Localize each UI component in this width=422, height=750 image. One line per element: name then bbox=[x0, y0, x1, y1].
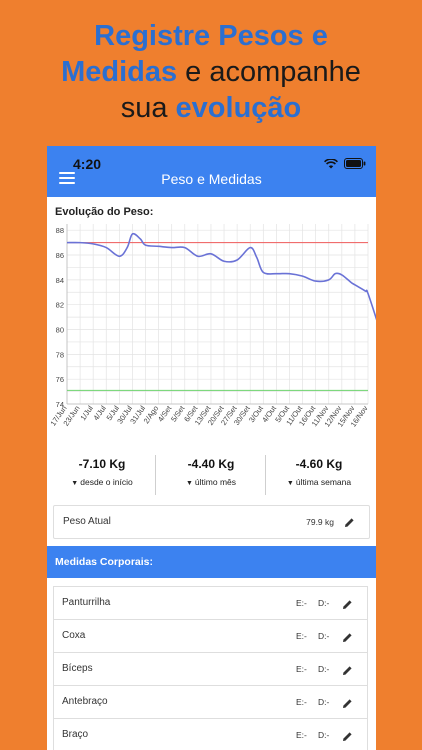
measure-left-value: E:- bbox=[296, 730, 307, 740]
measure-right-value: D:- bbox=[318, 598, 330, 608]
y-tick-label: 82 bbox=[56, 301, 64, 310]
measures-list: Panturrilha E:- D:- Coxa E:- D:- Bíceps E:- D:- A… bbox=[53, 586, 368, 750]
measures-section-title: Medidas Corporais: bbox=[55, 556, 154, 568]
stats-row: -7.10 Kg ▼ desde o início -4.40 Kg ▼ últim… bbox=[47, 451, 376, 497]
navbar: 4:20 Peso e Medidas bbox=[47, 146, 376, 197]
measure-row[interactable]: Braço E:- D:- bbox=[53, 718, 368, 750]
edit-pencil-icon[interactable] bbox=[342, 663, 353, 681]
stat-label: último mês bbox=[194, 477, 237, 487]
measure-name: Braço bbox=[62, 729, 89, 740]
measure-name: Antebraço bbox=[62, 696, 108, 707]
measure-left-value: E:- bbox=[296, 598, 307, 608]
measure-name: Bíceps bbox=[62, 663, 93, 674]
promo-line1: Registre Pesos e bbox=[94, 20, 328, 52]
x-tick-label: 1/Jul bbox=[78, 404, 95, 422]
promo-line2-rest: e acompanhe bbox=[177, 56, 361, 88]
stat-last-month: -4.40 Kg ▼ último mês bbox=[161, 451, 261, 487]
measure-left-value: E:- bbox=[296, 631, 307, 641]
edit-pencil-icon[interactable] bbox=[342, 729, 353, 747]
weight-chart: 747678808284868817/Jun23/Jun1/Jul4/Jul5/… bbox=[48, 224, 376, 429]
measure-right-value: D:- bbox=[318, 730, 330, 740]
measure-right-value: D:- bbox=[318, 631, 330, 641]
phone-screen: 4:20 Peso e Medidas Evolução do Peso: 74… bbox=[47, 146, 376, 750]
promo-line2-highlight: Medidas bbox=[61, 56, 178, 88]
edit-pencil-icon[interactable] bbox=[342, 597, 353, 615]
stat-value: -7.10 Kg bbox=[78, 457, 126, 471]
caret-down-icon: ▼ bbox=[71, 480, 79, 487]
chart-heading: Evolução do Peso: bbox=[55, 206, 154, 218]
current-weight-label: Peso Atual bbox=[63, 516, 111, 527]
stat-value: -4.40 Kg bbox=[187, 457, 235, 471]
stat-label: desde o início bbox=[80, 477, 133, 487]
battery-icon bbox=[344, 158, 366, 169]
caret-down-icon: ▼ bbox=[286, 480, 294, 487]
measure-row[interactable]: Coxa E:- D:- bbox=[53, 619, 368, 652]
weight-series-line bbox=[66, 232, 376, 321]
stat-label: última semana bbox=[295, 477, 352, 487]
divider bbox=[265, 455, 266, 495]
caret-down-icon: ▼ bbox=[185, 480, 193, 487]
status-time: 4:20 bbox=[73, 156, 102, 172]
divider bbox=[155, 455, 156, 495]
measure-left-value: E:- bbox=[296, 697, 307, 707]
stat-value: -4.60 Kg bbox=[295, 457, 343, 471]
y-tick-label: 88 bbox=[56, 226, 64, 235]
y-tick-label: 76 bbox=[56, 375, 64, 384]
navbar-title: Peso e Medidas bbox=[161, 171, 262, 187]
measure-row[interactable]: Bíceps E:- D:- bbox=[53, 652, 368, 685]
y-tick-label: 84 bbox=[56, 276, 64, 285]
measure-name: Panturrilha bbox=[62, 597, 111, 608]
measure-row[interactable]: Panturrilha E:- D:- bbox=[53, 586, 368, 619]
status-icons bbox=[324, 158, 366, 169]
edit-pencil-icon[interactable] bbox=[342, 630, 353, 648]
measure-name: Coxa bbox=[62, 630, 86, 641]
y-tick-label: 86 bbox=[56, 251, 64, 260]
wifi-icon bbox=[324, 158, 338, 169]
measure-left-value: E:- bbox=[296, 664, 307, 674]
measure-right-value: D:- bbox=[318, 697, 330, 707]
hamburger-menu-icon[interactable] bbox=[59, 172, 75, 184]
current-weight-value: 79.9 kg bbox=[306, 517, 334, 527]
edit-pencil-icon[interactable] bbox=[344, 515, 355, 533]
promo-line3-highlight: evolução bbox=[175, 92, 302, 124]
measure-row[interactable]: Antebraço E:- D:- bbox=[53, 685, 368, 718]
stat-since-start: -7.10 Kg ▼ desde o início bbox=[52, 451, 152, 487]
edit-pencil-icon[interactable] bbox=[342, 696, 353, 714]
y-tick-label: 74 bbox=[56, 400, 64, 409]
stat-last-week: -4.60 Kg ▼ última semana bbox=[269, 451, 369, 487]
y-tick-label: 78 bbox=[56, 350, 64, 359]
current-weight-card[interactable]: Peso Atual 79.9 kg bbox=[53, 505, 370, 539]
measure-right-value: D:- bbox=[318, 664, 330, 674]
measures-section-header: Medidas Corporais: bbox=[47, 546, 376, 578]
x-tick-label: 4/Jul bbox=[91, 404, 108, 422]
promo-line3-prefix: sua bbox=[120, 92, 176, 124]
promo-headline: Registre Pesos e Medidas e acompanhe sua… bbox=[0, 18, 422, 126]
y-tick-label: 80 bbox=[56, 326, 64, 335]
